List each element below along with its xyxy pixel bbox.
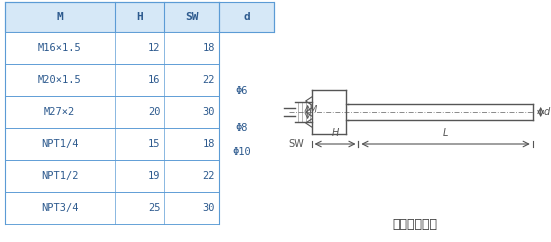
Text: Φ6: Φ6 (235, 86, 248, 96)
Bar (5, 32, 219, 64)
Text: 22: 22 (203, 171, 215, 181)
Bar (5, 2, 274, 32)
Text: 25: 25 (148, 203, 160, 213)
Bar (5, 192, 219, 224)
Text: M20×1.5: M20×1.5 (38, 75, 82, 85)
Text: d: d (544, 107, 550, 117)
Text: 30: 30 (203, 203, 215, 213)
Text: NPT3/4: NPT3/4 (41, 203, 78, 213)
Text: Φ10: Φ10 (232, 147, 251, 157)
Text: SW: SW (289, 139, 305, 149)
Text: 12: 12 (148, 43, 160, 53)
Text: H: H (136, 12, 143, 22)
Text: H: H (331, 128, 339, 138)
Text: Φ8: Φ8 (235, 123, 248, 133)
Text: 16: 16 (148, 75, 160, 85)
Text: 15: 15 (148, 139, 160, 149)
Bar (5, 128, 219, 160)
Text: M: M (56, 12, 63, 22)
Text: 18: 18 (203, 139, 215, 149)
Bar (5, 160, 219, 192)
Text: 22: 22 (203, 75, 215, 85)
Text: SW: SW (185, 12, 198, 22)
Text: L: L (443, 128, 449, 138)
Text: 固定螺紋接頭: 固定螺紋接頭 (392, 218, 437, 230)
Text: d: d (243, 12, 250, 22)
Text: NPT1/2: NPT1/2 (41, 171, 78, 181)
Text: NPT1/4: NPT1/4 (41, 139, 78, 149)
Text: M: M (310, 106, 317, 114)
Bar (5, 96, 219, 128)
Text: M27×2: M27×2 (44, 107, 75, 117)
Bar (5, 64, 219, 96)
Text: 20: 20 (148, 107, 160, 117)
Text: 30: 30 (203, 107, 215, 117)
Text: 19: 19 (148, 171, 160, 181)
Text: M16×1.5: M16×1.5 (38, 43, 82, 53)
Text: 18: 18 (203, 43, 215, 53)
